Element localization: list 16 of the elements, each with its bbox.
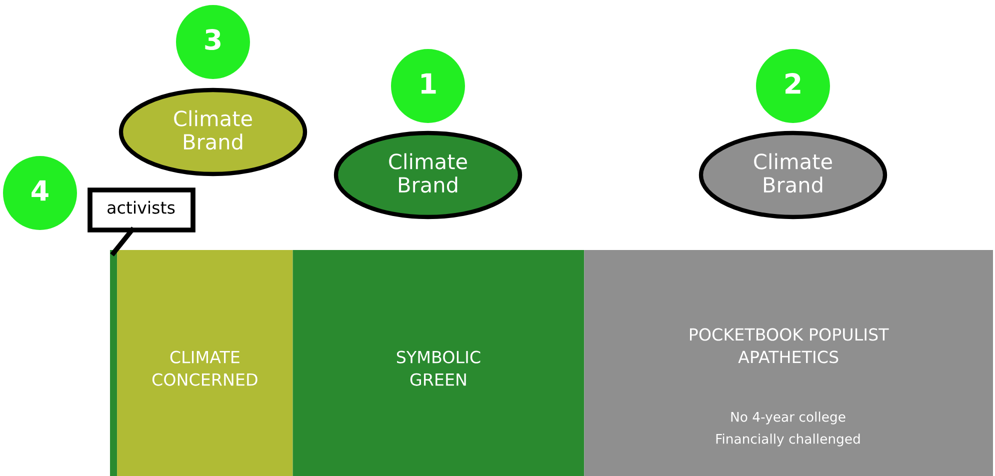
text: activists (108, 200, 175, 214)
annotation: No 4-year college (731, 412, 846, 424)
bar (117, 250, 293, 476)
bar (292, 250, 584, 476)
text: 1 (421, 73, 436, 94)
text: Climate Brand (174, 110, 252, 150)
series-label: POCKETBOOK POPULIST APATHETICS (690, 328, 889, 364)
bar (584, 250, 993, 476)
text: 3 (205, 29, 220, 50)
series-label: SYMBOLIC GREEN (396, 350, 480, 386)
text: 4 (32, 180, 48, 201)
annotation: Financially challenged (716, 434, 860, 446)
text: Climate Brand (389, 153, 467, 193)
text: Climate Brand (754, 153, 832, 193)
text: 2 (786, 73, 800, 94)
series-label: CLIMATE CONCERNED (152, 350, 258, 386)
